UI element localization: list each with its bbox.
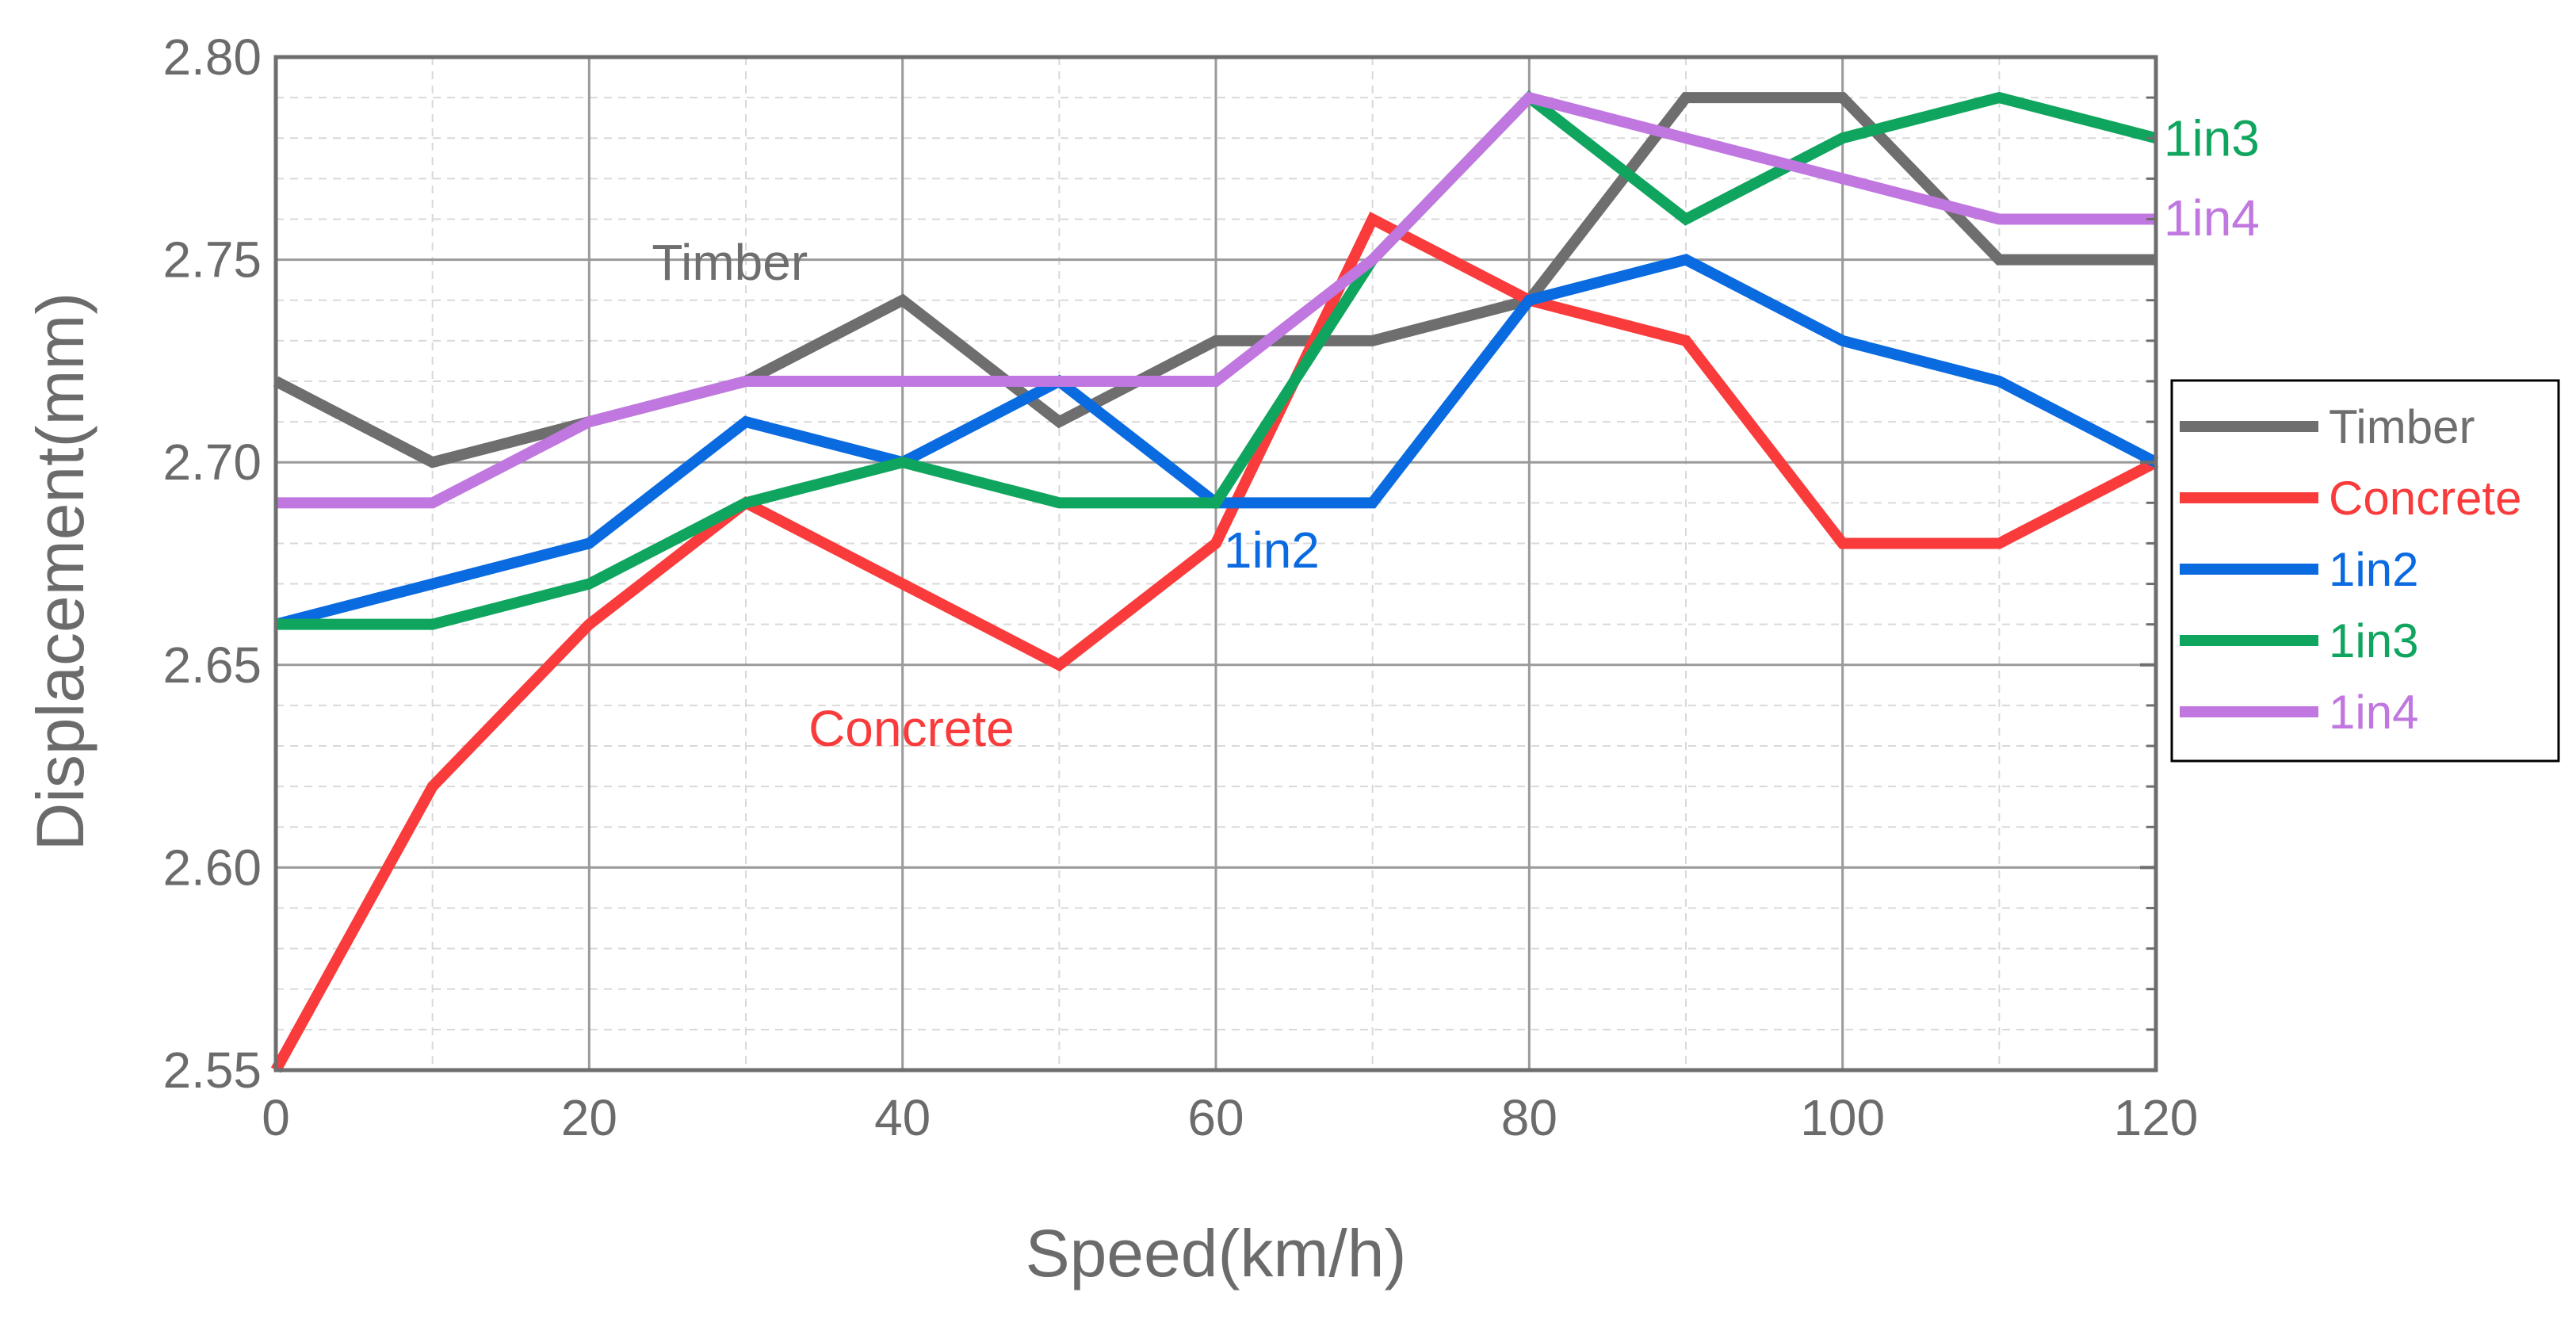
- major-grid: [276, 57, 2156, 1070]
- axis-ticks: [2140, 55, 2156, 1072]
- legend-entries: Timber Concrete 1in2 1in3 1in4: [2180, 400, 2521, 739]
- legend-label: 1in3: [2329, 614, 2418, 667]
- series-1in4: [275, 91, 2157, 509]
- x-tick-label: 80: [1501, 1089, 1557, 1146]
- legend-entry-timber: Timber: [2180, 400, 2475, 453]
- minor-grid: [276, 57, 2156, 1070]
- annotation-1in3: 1in3: [2164, 110, 2260, 167]
- legend-entry-1in2: 1in2: [2180, 543, 2418, 596]
- legend-label: Concrete: [2329, 472, 2521, 525]
- y-tick-labels: 2.55 2.60 2.65 2.70 2.75 2.80: [162, 29, 262, 1099]
- legend-label: 1in2: [2329, 543, 2418, 596]
- legend-label: 1in4: [2329, 686, 2418, 739]
- y-tick-label: 2.70: [162, 434, 262, 491]
- x-tick-label: 100: [1800, 1089, 1885, 1146]
- annotation-1in2: 1in2: [1224, 522, 1320, 579]
- x-tick-label: 20: [561, 1089, 617, 1146]
- legend-entry-concrete: Concrete: [2180, 472, 2521, 525]
- y-tick-label: 2.55: [162, 1042, 262, 1099]
- series-layer: [270, 90, 2159, 1073]
- annotation-timber: Timber: [652, 234, 808, 291]
- x-tick-label: 0: [262, 1089, 290, 1146]
- legend-entry-1in4: 1in4: [2180, 686, 2418, 739]
- legend-entry-1in3: 1in3: [2180, 614, 2418, 667]
- y-axis-title: Displacement(mm): [23, 293, 97, 851]
- x-tick-labels: 0 20 40 60 80 100 120: [262, 1089, 2198, 1146]
- annotation-1in4: 1in4: [2164, 189, 2260, 247]
- y-tick-label: 2.75: [162, 231, 262, 289]
- x-tick-label: 40: [874, 1089, 931, 1146]
- x-tick-label: 120: [2114, 1089, 2199, 1146]
- annotation-concrete: Concrete: [808, 700, 1015, 757]
- legend-label: Timber: [2329, 400, 2475, 453]
- y-tick-label: 2.80: [162, 29, 262, 86]
- x-axis-title: Speed(km/h): [1026, 1216, 1407, 1290]
- legend: Timber Concrete 1in2 1in3 1in4: [2170, 379, 2560, 763]
- y-tick-label: 2.65: [162, 637, 262, 694]
- y-tick-label: 2.60: [162, 839, 262, 896]
- plot-frame: [273, 55, 2158, 1073]
- x-tick-label: 60: [1187, 1089, 1244, 1146]
